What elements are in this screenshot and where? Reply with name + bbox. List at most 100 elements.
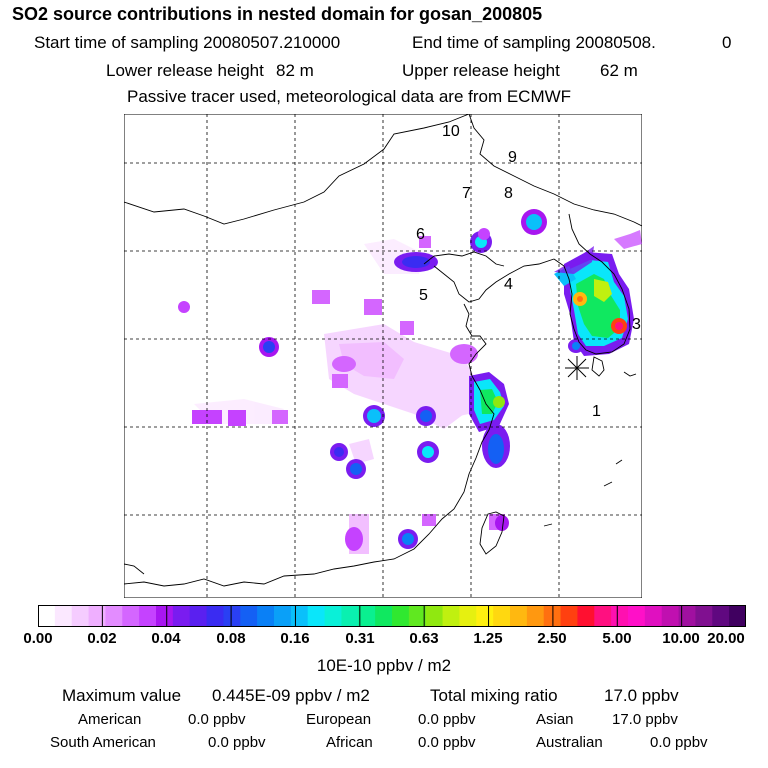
colorbar-tick: 0.16 bbox=[280, 630, 310, 647]
plume-cell bbox=[332, 356, 356, 372]
region-name: Asian bbox=[536, 711, 574, 728]
plume-cell bbox=[332, 374, 348, 388]
colorbar-cell bbox=[644, 605, 663, 627]
colorbar-tick: 0.31 bbox=[345, 630, 375, 647]
hotspot bbox=[402, 256, 430, 268]
region-name: South American bbox=[50, 734, 156, 751]
plume-cell bbox=[450, 344, 478, 364]
colorbar-cell bbox=[526, 605, 545, 627]
colorbar-tick: 0.08 bbox=[216, 630, 246, 647]
end-time-label: End time of sampling 20080508. bbox=[412, 33, 656, 52]
region-name: African bbox=[326, 734, 373, 751]
region-value: 0.0 ppbv bbox=[188, 711, 246, 728]
hotspot bbox=[422, 446, 434, 458]
colorbar-cell bbox=[139, 605, 157, 627]
start-time-label: Start time of sampling 20080507.210000 bbox=[34, 33, 341, 52]
region-label: 8 bbox=[504, 185, 513, 202]
end-time-value: 0 bbox=[722, 33, 732, 52]
colorbar-tick: 10.00 bbox=[662, 630, 700, 647]
colorbar-cell bbox=[611, 605, 629, 627]
colorbar-tick: 5.00 bbox=[602, 630, 632, 647]
colorbar-cell bbox=[274, 605, 292, 627]
plume-cell bbox=[192, 410, 222, 424]
coastlines bbox=[124, 114, 642, 587]
colorbar-cell bbox=[628, 605, 646, 627]
colorbar-cell bbox=[459, 605, 477, 627]
colorbar-cell bbox=[408, 605, 427, 627]
colorbar-cell bbox=[307, 605, 326, 627]
colorbar-cell bbox=[476, 605, 494, 627]
tracer-note: Passive tracer used, meteorological data… bbox=[127, 87, 572, 106]
colorbar-cell bbox=[375, 605, 393, 627]
page-title: SO2 source contributions in nested domai… bbox=[12, 4, 543, 24]
colorbar-cell bbox=[425, 605, 444, 627]
plume-cell bbox=[400, 321, 414, 335]
colorbar-cell bbox=[510, 605, 528, 627]
colorbar-cell bbox=[54, 605, 73, 627]
colorbar-cell bbox=[38, 605, 56, 627]
asterisk-receptor-icon bbox=[565, 356, 589, 380]
colorbar-cell bbox=[678, 605, 696, 627]
colorbar-cell bbox=[661, 605, 680, 627]
region-name: American bbox=[78, 711, 142, 728]
upper-release-value: 62 m bbox=[600, 61, 638, 80]
lower-release-label: Lower release height bbox=[106, 61, 264, 80]
colorbar-cell bbox=[156, 605, 174, 627]
colorbar-cell bbox=[442, 605, 460, 627]
region-name: Australian bbox=[536, 734, 603, 751]
grid-lines bbox=[124, 114, 642, 598]
region-value: 0.0 ppbv bbox=[650, 734, 708, 751]
upper-release-label: Upper release height bbox=[402, 61, 560, 80]
hotspot bbox=[350, 463, 362, 475]
colorbar-cell bbox=[105, 605, 123, 627]
colorbar-units: 10E-10 ppbv / m2 bbox=[316, 656, 452, 675]
region-label: 9 bbox=[508, 149, 517, 166]
colorbar-cell bbox=[122, 605, 140, 627]
region-value: 0.0 ppbv bbox=[418, 711, 476, 728]
total-mixing-value: 17.0 ppbv bbox=[604, 686, 679, 705]
colorbar-cell bbox=[543, 605, 562, 627]
colorbar-tick: 0.04 bbox=[151, 630, 181, 647]
hotspot bbox=[420, 410, 432, 422]
region-label: 10 bbox=[442, 123, 460, 140]
colorbar-cell bbox=[560, 605, 578, 627]
colorbar-tick: 2.50 bbox=[537, 630, 567, 647]
lower-release-value: 82 m bbox=[276, 61, 314, 80]
hotspot bbox=[488, 434, 504, 464]
colorbar-tick: 0.00 bbox=[23, 630, 53, 647]
colorbar-cell bbox=[324, 605, 342, 627]
hotspot bbox=[402, 533, 414, 545]
plume-yangtze bbox=[469, 372, 509, 432]
colorbar-cell bbox=[729, 605, 746, 627]
colorbar-cell bbox=[493, 605, 511, 627]
colorbar-cell bbox=[392, 605, 410, 627]
colorbar-cell bbox=[223, 605, 241, 627]
colorbar-cell bbox=[695, 605, 713, 627]
hotspot bbox=[263, 341, 275, 353]
plume-blue-spots bbox=[259, 209, 547, 549]
colorbar-cell bbox=[358, 605, 376, 627]
hotspot bbox=[493, 396, 505, 408]
plume-korea bbox=[554, 230, 642, 356]
plume-cell bbox=[422, 514, 436, 526]
colorbar bbox=[38, 605, 746, 627]
hotspot bbox=[334, 447, 344, 457]
plume-cell bbox=[178, 301, 190, 313]
colorbar-cell bbox=[88, 605, 106, 627]
plume-magenta bbox=[178, 236, 505, 551]
plume-cell bbox=[364, 299, 382, 315]
max-value-label: Maximum value bbox=[62, 686, 182, 705]
colorbar-tick: 1.25 bbox=[473, 630, 503, 647]
plume-cell bbox=[419, 236, 431, 248]
region-name: European bbox=[306, 711, 372, 728]
region-label: 7 bbox=[462, 185, 471, 202]
region-labels: 1 3 4 5 6 7 8 9 10 bbox=[416, 123, 641, 420]
map-panel: 1 3 4 5 6 7 8 9 10 bbox=[124, 114, 642, 598]
hotspot bbox=[367, 409, 381, 423]
region-value: 0.0 ppbv bbox=[208, 734, 266, 751]
region-value: 17.0 ppbv bbox=[612, 711, 678, 728]
hotspot bbox=[526, 214, 542, 230]
colorbar-tick: 0.02 bbox=[87, 630, 117, 647]
region-label: 3 bbox=[632, 316, 641, 333]
region-value: 0.0 ppbv bbox=[418, 734, 476, 751]
